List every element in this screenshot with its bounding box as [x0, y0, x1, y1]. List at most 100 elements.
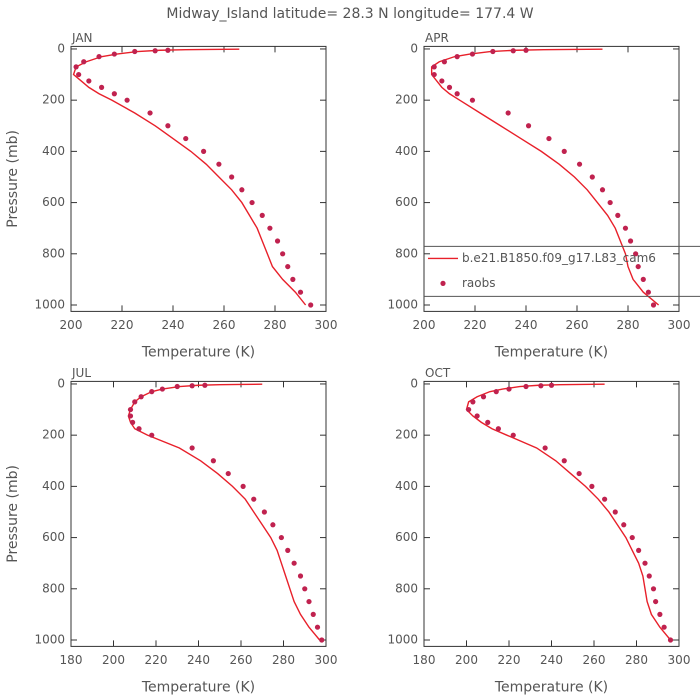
raobs-point	[576, 470, 582, 477]
panel-label: OCT	[425, 366, 451, 380]
raobs-point	[249, 199, 255, 206]
raobs-point	[239, 187, 245, 193]
raobs-point	[229, 174, 235, 180]
raobs-point	[280, 251, 286, 257]
y-tick-label: 600	[395, 530, 418, 544]
raobs-point	[523, 383, 529, 390]
x-axis-label: Temperature (K)	[141, 344, 255, 360]
y-tick-label: 1000	[387, 297, 418, 311]
x-tick-label: 260	[213, 318, 236, 332]
raobs-point	[612, 509, 618, 515]
raobs-point	[159, 386, 165, 392]
raobs-point	[454, 54, 460, 60]
raobs-point	[302, 586, 308, 592]
y-tick-label: 1000	[34, 297, 65, 311]
raobs-point	[474, 413, 480, 419]
raobs-point	[291, 560, 297, 566]
y-tick-label: 800	[395, 246, 418, 260]
raobs-point	[548, 382, 555, 388]
raobs-point	[642, 560, 648, 566]
raobs-point	[111, 91, 117, 97]
y-tick-label: 1000	[34, 632, 65, 646]
raobs-point	[86, 78, 92, 84]
x-tick-label: 300	[668, 653, 691, 667]
profile-line	[72, 48, 307, 306]
raobs-point	[615, 212, 621, 218]
legend-label: raobs	[462, 276, 496, 290]
raobs-point	[127, 413, 134, 419]
raobs-point	[308, 302, 314, 308]
raobs-point	[201, 148, 207, 154]
raobs-point	[306, 598, 312, 605]
y-tick-label: 0	[410, 376, 418, 390]
x-tick-label: 260	[583, 653, 606, 667]
raobs-point	[310, 611, 316, 617]
x-tick-label: 240	[162, 318, 185, 332]
raobs-point	[240, 483, 246, 489]
panel-label: APR	[425, 31, 449, 45]
raobs-point	[650, 586, 657, 592]
x-tick-label: 280	[617, 318, 640, 332]
y-tick-label: 600	[42, 530, 65, 544]
raobs-point	[319, 637, 325, 643]
x-tick-label: 280	[625, 653, 648, 667]
raobs-point	[439, 78, 445, 84]
plot-frame	[423, 380, 680, 647]
raobs-point	[441, 59, 447, 65]
raobs-point	[132, 48, 138, 55]
raobs-point	[510, 432, 516, 438]
raobs-point	[149, 432, 155, 438]
raobs-point	[297, 573, 304, 579]
raobs-point	[493, 389, 499, 395]
raobs-point	[622, 225, 629, 231]
x-tick-label: 280	[264, 318, 287, 332]
raobs-point	[510, 48, 516, 54]
raobs-point	[627, 238, 634, 244]
raobs-point	[650, 302, 657, 308]
x-tick-label: 300	[315, 318, 338, 332]
raobs-point	[661, 624, 667, 630]
raobs-point	[149, 389, 155, 395]
plot-frame	[70, 380, 327, 647]
raobs-point	[73, 64, 79, 70]
raobs-point	[470, 399, 476, 405]
y-tick-label: 200	[42, 93, 65, 107]
raobs-point	[431, 64, 437, 70]
raobs-point	[640, 276, 646, 282]
panel-label: JUL	[71, 366, 91, 380]
raobs-point	[290, 276, 296, 282]
raobs-point	[667, 637, 674, 643]
x-tick-label: 200	[413, 318, 436, 332]
profile-line	[465, 383, 672, 641]
raobs-point	[633, 251, 639, 257]
y-tick-label: 400	[42, 479, 65, 493]
raobs-point	[561, 148, 567, 154]
raobs-point	[599, 187, 606, 193]
raobs-point	[636, 547, 642, 553]
figure-title: Midway_Island latitude= 28.3 N longitude…	[166, 6, 533, 22]
raobs-point	[480, 394, 487, 400]
y-axis-label: Pressure (mb)	[5, 130, 21, 228]
raobs-point	[136, 426, 142, 432]
x-axis-label: Temperature (K)	[141, 679, 255, 695]
raobs-point	[635, 263, 641, 270]
y-tick-label: 800	[42, 581, 65, 595]
x-tick-label: 200	[60, 318, 83, 332]
raobs-point	[607, 199, 613, 206]
raobs-point	[165, 47, 171, 53]
raobs-point	[259, 212, 265, 218]
raobs-point	[132, 399, 138, 405]
raobs-point	[278, 534, 284, 541]
raobs-point	[147, 110, 153, 116]
x-tick-label: 220	[111, 318, 134, 332]
raobs-point	[138, 394, 144, 400]
raobs-point	[469, 51, 476, 57]
y-tick-label: 200	[42, 428, 65, 442]
raobs-point	[261, 509, 267, 515]
raobs-point	[469, 97, 476, 103]
raobs-point	[454, 91, 460, 97]
raobs-point	[523, 47, 529, 53]
y-tick-label: 600	[395, 195, 418, 209]
raobs-point	[152, 48, 158, 54]
raobs-point	[505, 110, 511, 116]
